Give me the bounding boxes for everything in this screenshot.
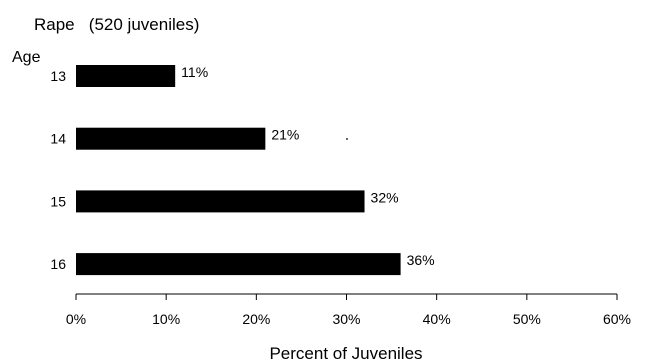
bar-value-label: 21% (271, 127, 299, 143)
x-tick-label: 10% (152, 311, 180, 327)
bar-value-label: 36% (407, 252, 435, 268)
bar-value-label: 11% (181, 64, 208, 80)
chart-title: Rape (520 juveniles) (34, 15, 199, 34)
y-category-label: 15 (50, 193, 66, 209)
x-tick-label: 60% (603, 311, 631, 327)
x-tick-label: 20% (242, 311, 270, 327)
bar-value-label: 32% (371, 189, 399, 205)
bar (76, 127, 266, 150)
x-axis-label: Percent of Juveniles (269, 344, 422, 363)
y-category-label: 16 (50, 256, 66, 272)
y-category-label: 13 (50, 68, 66, 84)
x-tick-label: 50% (513, 311, 541, 327)
bar (76, 253, 401, 276)
y-category-label: 14 (50, 131, 66, 147)
x-tick-label: 0% (66, 311, 86, 327)
plot-area: 0% 10% 20% 30% 40% 50% 60% 13 11% 14 21% 15 32% 16 36% (50, 64, 631, 327)
x-tick-label: 40% (423, 311, 451, 327)
y-axis-label: Age (12, 49, 41, 66)
bar (76, 190, 365, 213)
bar (76, 65, 176, 87)
x-tick-label: 30% (332, 311, 360, 327)
stray-dot (346, 138, 348, 140)
